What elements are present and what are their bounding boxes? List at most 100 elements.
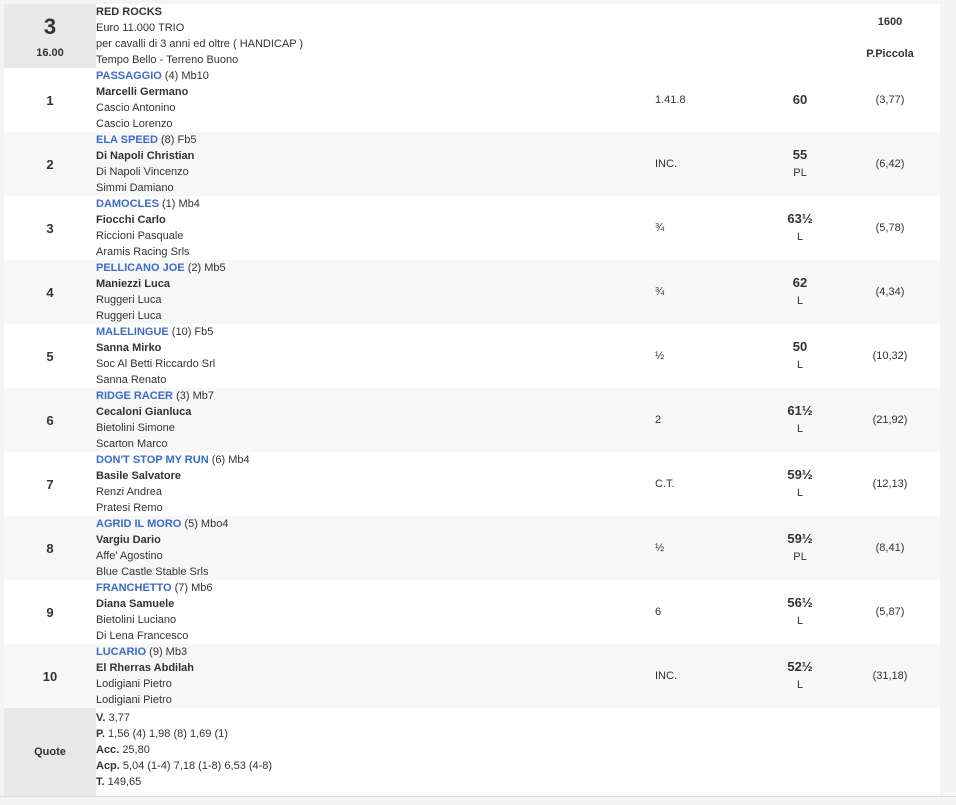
quote-value: 149,65	[107, 776, 142, 788]
jockey-name: Cecaloni Gianluca	[96, 406, 192, 418]
weight-status: L	[796, 359, 804, 371]
finish-distance: ½	[655, 542, 665, 554]
owner-name: Blue Castle Stable Srls	[96, 566, 209, 578]
runner-info: MALELINGUE (10) Fb5 Sanna Mirko Soc Al Bet…	[96, 324, 655, 388]
runner-info: LUCARIO (9) Mb3 El Rherras Abdilah Lodigia…	[96, 644, 655, 708]
owner-name: Ruggeri Luca	[96, 310, 162, 322]
weight-value: 61½	[787, 403, 813, 418]
race-weather: Tempo Bello - Terreno Buono	[96, 54, 239, 66]
weight-cell: 56½ L	[760, 580, 840, 644]
weight-value: 59½	[787, 467, 813, 482]
owner-name: Pratesi Remo	[96, 502, 163, 514]
race-header-row: 3 16.00 RED ROCKS Euro 11.000 TRIO per c…	[4, 4, 940, 68]
jockey-name: Diana Samuele	[96, 598, 175, 610]
runner-info: DON'T STOP MY RUN (6) Mb4 Basile Salvator…	[96, 452, 655, 516]
odds-value: (5,87)	[875, 606, 905, 618]
finish-position: 10	[42, 668, 58, 684]
weight-cell: 55 PL	[760, 132, 840, 196]
horse-line: DAMOCLES (1) Mb4	[96, 196, 655, 212]
race-track: P.Piccola	[866, 48, 914, 60]
horse-name-link[interactable]: ELA SPEED	[96, 134, 158, 146]
runner-info: AGRID IL MORO (5) Mbo4 Vargiu Dario Affe' …	[96, 516, 655, 580]
horse-line: PELLICANO JOE (2) Mb5	[96, 260, 655, 276]
finish-position: 5	[46, 348, 54, 364]
horse-details: (6) Mb4	[211, 454, 250, 466]
horse-name-link[interactable]: PASSAGGIO	[96, 70, 162, 82]
trainer-name: Ruggeri Luca	[96, 294, 162, 306]
horse-line: ELA SPEED (8) Fb5	[96, 132, 655, 148]
trainer-name: Bietolini Simone	[96, 422, 175, 434]
race-info: RED ROCKS Euro 11.000 TRIO per cavalli d…	[96, 4, 466, 68]
result-row: 2 ELA SPEED (8) Fb5 Di Napoli Christian Di …	[4, 132, 940, 196]
weight-cell: 62 L	[760, 260, 840, 324]
weight-value: 56½	[787, 595, 813, 610]
jockey-name: El Rherras Abdilah	[96, 662, 195, 674]
horse-line: LUCARIO (9) Mb3	[96, 644, 655, 660]
odds-value: (5,78)	[875, 222, 905, 234]
weight-status: L	[796, 295, 804, 307]
quote-key: V.	[96, 712, 106, 724]
finish-distance: C.T.	[655, 478, 675, 490]
jockey-name: Basile Salvatore	[96, 470, 181, 482]
race-number-cell: 3 16.00	[4, 4, 96, 68]
trainer-name: Bietolini Luciano	[96, 614, 177, 626]
finish-position: 6	[46, 412, 54, 428]
weight-value: 62	[792, 275, 808, 290]
jockey-name: Di Napoli Christian	[96, 150, 195, 162]
weight-status: L	[796, 423, 804, 435]
trainer-name: Riccioni Pasquale	[96, 230, 184, 242]
odds-value: (4,34)	[875, 286, 905, 298]
odds-value: (8,41)	[875, 542, 905, 554]
trainer-name: Soc Al Betti Riccardo Srl	[96, 358, 216, 370]
weight-status: PL	[793, 551, 807, 563]
finish-position: 8	[46, 540, 54, 556]
quote-key: Acc.	[96, 744, 120, 756]
result-row: 1 PASSAGGIO (4) Mb10 Marcelli Germano Casci…	[4, 68, 940, 132]
trainer-name: Cascio Antonino	[96, 102, 176, 114]
weight-cell: 60	[760, 68, 840, 132]
finish-distance: ¾	[655, 286, 665, 298]
horse-details: (1) Mb4	[162, 198, 200, 210]
jockey-name: Maniezzi Luca	[96, 278, 170, 290]
quote-value: 3,77	[108, 712, 130, 724]
weight-value: 52½	[787, 659, 813, 674]
weight-cell: 59½ PL	[760, 516, 840, 580]
horse-name-link[interactable]: DAMOCLES	[96, 198, 159, 210]
horse-line: RIDGE RACER (3) Mb7	[96, 388, 655, 404]
trainer-name: Di Napoli Vincenzo	[96, 166, 189, 178]
runner-info: DAMOCLES (1) Mb4 Fiocchi Carlo Riccioni Pa…	[96, 196, 655, 260]
finish-position: 1	[46, 92, 54, 108]
horse-details: (9) Mb3	[149, 646, 188, 658]
finish-distance: 2	[655, 414, 662, 426]
odds-value: (21,92)	[872, 414, 908, 426]
horse-details: (7) Mb6	[174, 582, 213, 594]
horse-name-link[interactable]: PELLICANO JOE	[96, 262, 185, 274]
quote-line: P. 1,56 (4) 1,98 (8) 1,69 (1)	[96, 726, 655, 742]
odds-value: (31,18)	[872, 670, 908, 682]
horse-name-link[interactable]: FRANCHETTO	[96, 582, 172, 594]
quote-line: V. 3,77	[96, 710, 655, 726]
jockey-name: Sanna Mirko	[96, 342, 162, 354]
odds-value: (6,42)	[875, 158, 905, 170]
result-row: 9 FRANCHETTO (7) Mb6 Diana Samuele Bietolin…	[4, 580, 940, 644]
horse-name-link[interactable]: RIDGE RACER	[96, 390, 174, 402]
result-row: 5 MALELINGUE (10) Fb5 Sanna Mirko Soc Al Be…	[4, 324, 940, 388]
jockey-name: Vargiu Dario	[96, 534, 161, 546]
owner-name: Cascio Lorenzo	[96, 118, 173, 130]
horse-name-link[interactable]: AGRID IL MORO	[96, 518, 182, 530]
trainer-name: Affe' Agostino	[96, 550, 163, 562]
finish-position: 9	[46, 604, 54, 620]
horse-details: (10) Fb5	[171, 326, 214, 338]
divider	[0, 796, 956, 797]
weight-value: 50	[792, 339, 808, 354]
horse-name-link[interactable]: DON'T STOP MY RUN	[96, 454, 209, 466]
jockey-name: Marcelli Germano	[96, 86, 189, 98]
horse-name-link[interactable]: LUCARIO	[96, 646, 147, 658]
race-name: RED ROCKS	[96, 6, 163, 18]
finish-position: 7	[46, 476, 54, 492]
finish-position: 4	[46, 284, 54, 300]
race-prize: Euro 11.000 TRIO	[96, 22, 185, 34]
horse-name-link[interactable]: MALELINGUE	[96, 326, 169, 338]
quote-line: Acp. 5,04 (1-4) 7,18 (1-8) 6,53 (4-8)	[96, 758, 655, 774]
weight-cell: 52½ L	[760, 644, 840, 708]
